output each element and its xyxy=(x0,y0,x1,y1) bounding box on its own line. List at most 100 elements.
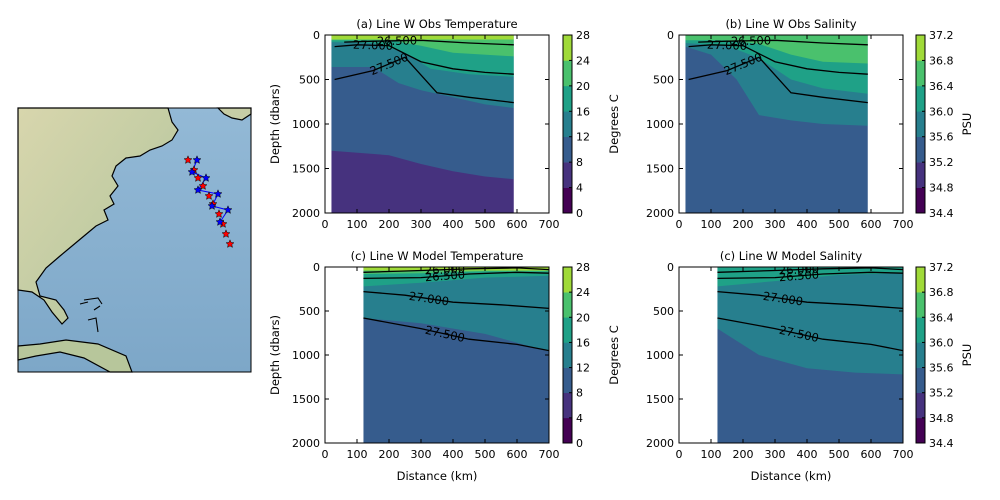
colorbar-segment xyxy=(916,367,925,394)
colorbar-tick-label: 34.4 xyxy=(929,437,954,450)
x-tick-label: 400 xyxy=(443,448,464,461)
colorbar-tick-label: 34.8 xyxy=(929,182,954,195)
contour-label: 27.000 xyxy=(353,38,394,53)
colorbar-segment xyxy=(563,85,572,112)
y-tick-label: 500 xyxy=(299,74,320,87)
y-tick-label: 2000 xyxy=(292,207,320,220)
y-tick-label: 1000 xyxy=(292,349,320,362)
colorbar-tick-label: 36.4 xyxy=(929,80,954,93)
filled-band-12 xyxy=(363,267,549,352)
y-tick-label: 1500 xyxy=(292,393,320,406)
contour-26.000 xyxy=(363,267,549,273)
filled-band-35.6 xyxy=(717,267,903,375)
colorbar-tick-label: 12 xyxy=(576,131,590,144)
filled-band-20 xyxy=(331,35,514,57)
x-tick-label: 600 xyxy=(507,448,528,461)
colorbar-label: Degrees C xyxy=(607,94,621,154)
contour-26.500 xyxy=(698,39,868,46)
colorbar-segment xyxy=(916,162,925,188)
y-tick-label: 500 xyxy=(299,305,320,318)
contour-label: 26.000 xyxy=(425,262,466,277)
no-data-left xyxy=(325,267,364,443)
observation-star xyxy=(204,191,214,200)
no-data-right xyxy=(867,35,903,213)
x-tick-label: 300 xyxy=(765,218,786,231)
colorbar-label: PSU xyxy=(960,344,974,367)
colorbar-segment xyxy=(916,187,925,214)
model-star xyxy=(187,167,197,176)
colorbar-segment xyxy=(563,317,572,343)
colorbar-segment xyxy=(563,367,572,394)
colorbar-tick-label: 8 xyxy=(576,156,583,169)
colorbar-frame xyxy=(915,34,926,214)
colorbar-tick-label: 4 xyxy=(576,412,583,425)
colorbar-tick-label: 35.2 xyxy=(929,387,954,400)
x-tick-label: 300 xyxy=(411,218,432,231)
y-tick-label: 0 xyxy=(313,29,320,42)
colorbar-frame xyxy=(562,266,573,444)
colorbar-segment xyxy=(916,317,925,343)
map-bahamas xyxy=(79,297,103,333)
contour-label: 26.500 xyxy=(377,33,418,48)
colorbar-tick-label: 36.4 xyxy=(929,311,954,324)
no-data-right xyxy=(513,35,549,213)
x-axis-label: Distance (km) xyxy=(751,469,832,483)
colorbar-segment xyxy=(916,136,925,163)
y-tick-label: 1500 xyxy=(646,393,674,406)
model-star xyxy=(193,185,203,194)
colorbar-segment xyxy=(563,136,572,163)
x-tick-label: 600 xyxy=(861,218,882,231)
y-tick-label: 0 xyxy=(667,261,674,274)
colorbar-frame xyxy=(915,266,926,444)
colorbar-tick-label: 36.0 xyxy=(929,336,954,349)
y-axis-label: Depth (dbars) xyxy=(268,84,282,164)
colorbar-tick-label: 37.2 xyxy=(929,261,954,274)
model-stations xyxy=(187,155,233,226)
colorbar-tick-label: 0 xyxy=(576,207,583,220)
contour-27.000 xyxy=(688,44,868,75)
contour-label: 26.500 xyxy=(424,267,465,284)
x-tick-label: 100 xyxy=(701,448,722,461)
contour-27.000 xyxy=(717,290,903,310)
x-tick-label: 0 xyxy=(322,218,329,231)
colorbar-tick-label: 16 xyxy=(576,105,590,118)
colorbar-tick-label: 8 xyxy=(576,387,583,400)
colorbar-segment xyxy=(916,392,925,419)
observation-star xyxy=(183,155,193,164)
colorbar-segment xyxy=(563,187,572,214)
observation-star xyxy=(221,229,231,238)
y-tick-label: 1000 xyxy=(646,118,674,131)
y-tick-label: 1500 xyxy=(646,163,674,176)
x-axis-label: Distance (km) xyxy=(397,469,478,483)
x-tick-label: 700 xyxy=(893,218,914,231)
filled-band-36 xyxy=(717,267,903,287)
x-tick-label: 200 xyxy=(733,218,754,231)
colorbar-segment xyxy=(916,85,925,112)
contour-label: 26.000 xyxy=(779,262,820,277)
colorbar-tick-label: 24 xyxy=(576,54,590,67)
model-star xyxy=(213,189,223,198)
panel-title: (c) Line W Model Temperature xyxy=(351,249,524,263)
map-panel xyxy=(17,107,252,373)
contour-26.500 xyxy=(344,39,514,46)
colorbar-tick-label: 35.2 xyxy=(929,156,954,169)
x-tick-label: 500 xyxy=(475,448,496,461)
contour-label: 27.000 xyxy=(762,289,804,309)
colorbar-segment xyxy=(916,267,925,293)
colorbar-label: PSU xyxy=(960,113,974,136)
contour-label: 26.500 xyxy=(731,33,772,48)
y-tick-label: 2000 xyxy=(292,437,320,450)
panel-title: (b) Line W Obs Salinity xyxy=(725,17,856,31)
x-tick-label: 200 xyxy=(379,448,400,461)
colorbar-tick-label: 36.0 xyxy=(929,105,954,118)
colorbar-segment xyxy=(563,35,572,61)
contour-27.000 xyxy=(334,44,514,75)
contour-27.500 xyxy=(363,317,549,352)
colorbar-segment xyxy=(563,292,572,318)
x-tick-label: 700 xyxy=(893,448,914,461)
